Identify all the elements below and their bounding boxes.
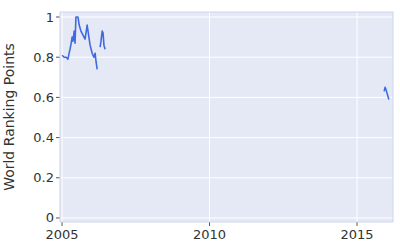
tick-mark bbox=[56, 57, 60, 58]
grid-line bbox=[62, 12, 63, 222]
axis-label: World Ranking Points bbox=[1, 43, 17, 191]
tick-mark bbox=[209, 222, 210, 226]
plot-frame bbox=[60, 12, 393, 222]
chart: 0 0.2 0.4 0.6 0.8 1 2005 2010 2015 World Ranking … bbox=[0, 0, 400, 250]
tick-mark bbox=[56, 97, 60, 98]
tick-label: 0.6 bbox=[33, 90, 54, 105]
grid-line bbox=[60, 57, 393, 58]
tick-label: 2005 bbox=[46, 227, 79, 242]
tick-mark bbox=[56, 177, 60, 178]
plot-area bbox=[60, 12, 393, 222]
tick-label: 1 bbox=[46, 10, 54, 25]
tick-mark bbox=[56, 17, 60, 18]
tick-label: 2010 bbox=[193, 227, 226, 242]
tick-label: 0.4 bbox=[33, 130, 54, 145]
data-group bbox=[62, 17, 389, 99]
tick-mark bbox=[56, 137, 60, 138]
grid-line bbox=[209, 12, 210, 222]
grid-line bbox=[60, 137, 393, 138]
tick-mark bbox=[357, 222, 358, 226]
grid-line bbox=[60, 177, 393, 178]
series-line bbox=[62, 17, 389, 99]
tick-mark bbox=[62, 222, 63, 226]
tick-label: 0 bbox=[46, 210, 54, 225]
tick-label: 2015 bbox=[340, 227, 373, 242]
grid-line bbox=[357, 12, 358, 222]
grid-line bbox=[60, 17, 393, 18]
tick-label: 0.2 bbox=[33, 170, 54, 185]
grid-line bbox=[60, 217, 393, 218]
grid-line bbox=[60, 97, 393, 98]
tick-mark bbox=[56, 217, 60, 218]
tick-label: 0.8 bbox=[33, 50, 54, 65]
